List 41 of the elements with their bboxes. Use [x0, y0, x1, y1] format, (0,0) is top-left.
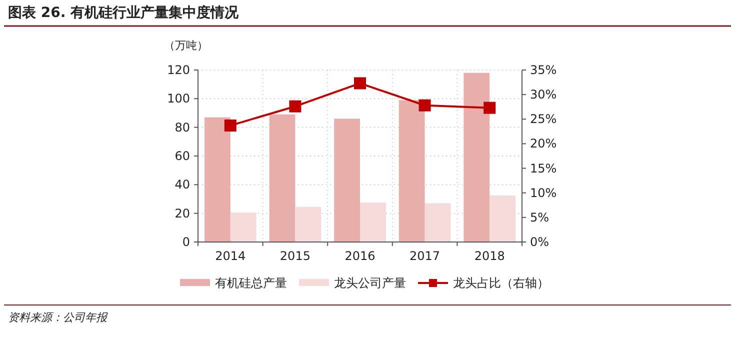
bar	[464, 72, 490, 242]
bar	[334, 118, 360, 242]
y-tick-label: 80	[174, 120, 190, 134]
y2-tick-label: 10%	[530, 186, 557, 200]
y-tick-label: 20	[174, 206, 190, 220]
bar	[490, 195, 516, 242]
x-tick-label: 2016	[344, 249, 376, 263]
bar	[295, 206, 322, 242]
point	[418, 99, 431, 112]
legend-label: 龙头占比（右轴）	[453, 276, 549, 290]
y2-tick-label: 35%	[530, 63, 557, 77]
text: 资料来源：公司年报	[8, 311, 108, 324]
bar	[204, 117, 230, 242]
point	[484, 102, 496, 114]
bar	[360, 202, 386, 242]
bar	[424, 203, 451, 242]
legend-label: 龙头公司产量	[334, 276, 406, 290]
x-tick-label: 2018	[474, 249, 505, 263]
x-tick-label: 2015	[280, 249, 310, 263]
y-tick-label: 60	[174, 149, 190, 163]
y-tick-label: 0	[182, 235, 190, 249]
y-tick-label: 40	[174, 178, 190, 192]
y2-tick-label: 5%	[530, 210, 550, 224]
x-tick-label: 2014	[215, 249, 246, 263]
y2-tick-label: 0%	[530, 235, 550, 249]
point	[354, 77, 366, 90]
y-tick-label: 120	[167, 63, 190, 77]
y2-tick-label: 20%	[530, 136, 557, 151]
chart-title: 图表 26. 有机硅行业产量集中度情况	[8, 4, 240, 21]
point	[289, 100, 302, 112]
bar	[398, 100, 425, 242]
y2-tick-label: 30%	[530, 88, 557, 102]
legend-label: 有机硅总产量	[215, 276, 287, 290]
y2-tick-label: 25%	[530, 112, 557, 126]
bar	[269, 114, 296, 242]
y2-tick-label: 15%	[530, 161, 557, 176]
bar	[230, 212, 256, 242]
y-tick-label: 100	[167, 92, 190, 106]
point	[224, 120, 236, 132]
x-tick-label: 2017	[410, 249, 440, 263]
y-axis-title: （万吨）	[164, 39, 208, 52]
